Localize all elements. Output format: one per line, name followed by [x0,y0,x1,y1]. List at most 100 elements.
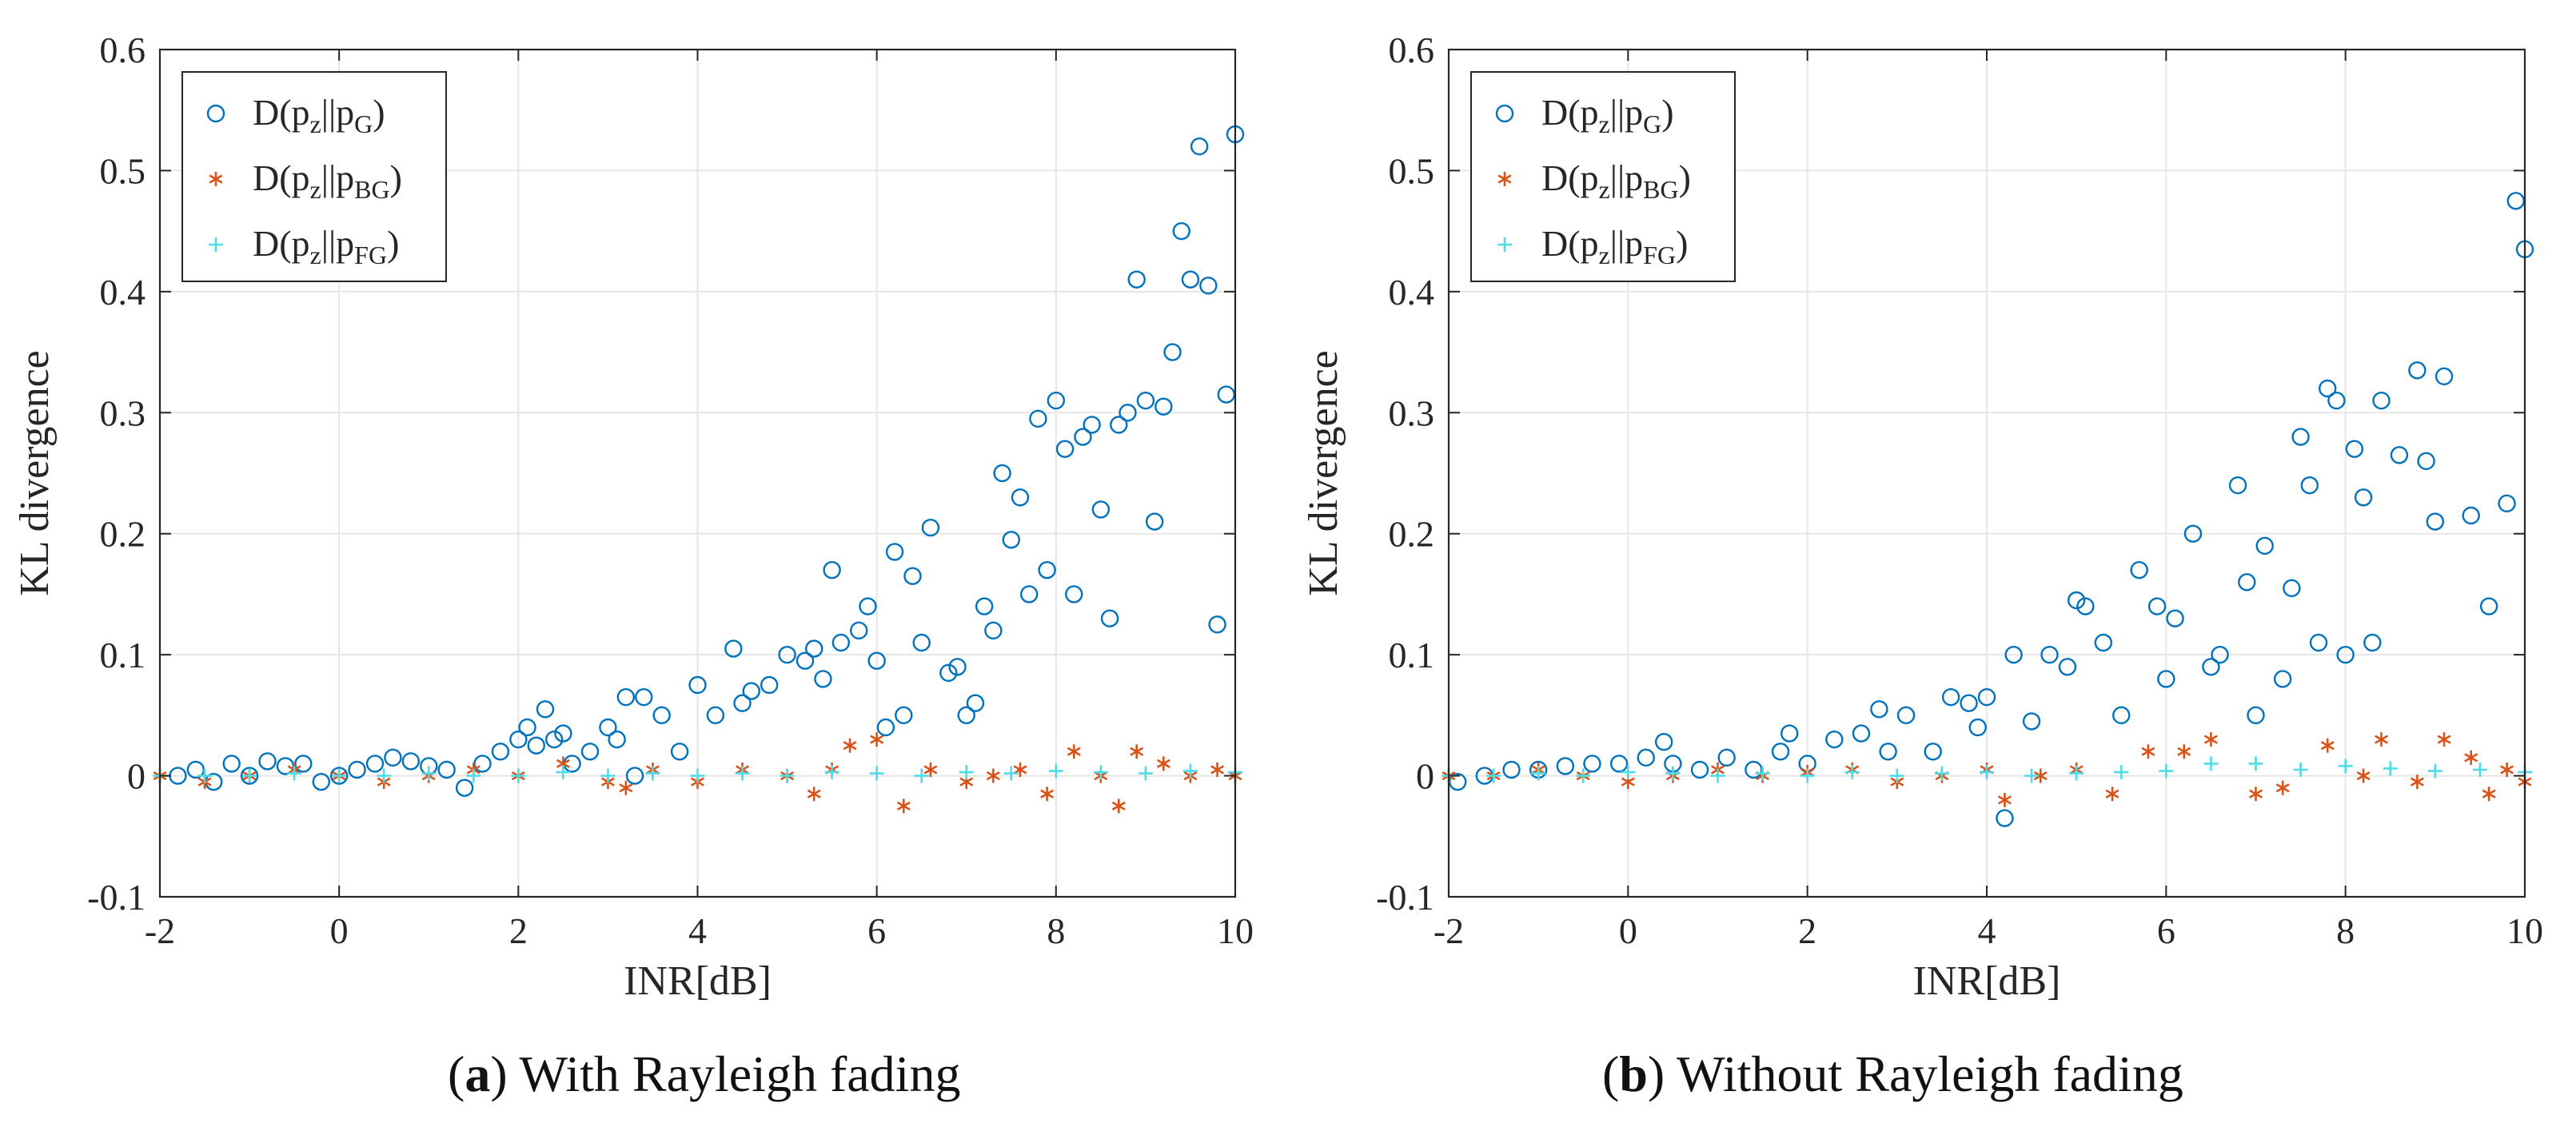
data-point-g [921,518,940,537]
data-point-g [1127,270,1146,289]
data-point-bg [807,787,821,802]
caption-text-b: Without Rayleigh fading [1677,1045,2183,1102]
data-point-g [1870,700,1888,719]
legend-text-part: G [354,110,373,138]
x-tick-label: 4 [1978,910,1996,951]
data-point-fg [1486,768,1501,783]
data-point-g [1825,730,1844,749]
asterisk-stroke [2482,789,2496,798]
data-point-g [966,694,985,712]
data-point-g [912,633,931,652]
data-point-g [670,743,689,761]
data-point-fg [421,766,437,781]
data-point-g [2147,597,2167,615]
data-point-g [1163,343,1182,361]
x-tick-label: -2 [1434,910,1464,951]
asterisk-stroke [843,741,857,751]
data-point-fg [2114,765,2129,780]
asterisk-stroke [2464,753,2478,763]
data-point-g [1065,585,1083,603]
y-tick-label: 0.2 [100,514,146,555]
data-point-g [2363,633,2382,652]
asterisk-stroke [2033,771,2048,781]
asterisk-stroke [2275,783,2290,793]
y-tick-label: 0.1 [1389,635,1435,675]
data-point-fg [1980,765,1994,780]
y-tick-label: 0.5 [1389,150,1435,191]
data-point-fg [2427,763,2442,779]
y-tick-label: 0.4 [1389,272,1435,313]
caption-paren-close: ) [490,1045,519,1102]
x-tick-label: 0 [330,910,349,951]
data-point-g [509,730,528,749]
caption-paren-close: ) [1648,1045,1677,1102]
data-point-g [778,645,796,664]
legend-text-part: D(p [253,157,310,198]
legend-entry-2: D(pz||pBG) [253,157,402,204]
legend-text-part: ) [387,223,399,264]
data-point-bg [2105,787,2119,802]
asterisk-stroke [986,771,1000,781]
data-point-bg [1040,787,1055,802]
legend-text-part: ||p [1610,92,1643,133]
data-point-bg [2275,780,2290,795]
data-point-g [1011,488,1030,507]
data-point-fg [511,768,526,783]
data-point-g [2417,452,2435,471]
y-tick-label: 0.4 [100,272,146,313]
data-point-bg [2320,738,2335,753]
asterisk-stroke [2437,735,2451,744]
data-point-g [222,755,241,773]
asterisk-stroke [2105,789,2119,798]
data-point-g [1941,687,1960,707]
data-point-fg [197,768,213,783]
data-point-g [2076,597,2095,615]
data-point-bg [1156,756,1170,771]
data-point-g [1771,743,1790,761]
data-point-g [1091,500,1111,519]
legend-box [1470,71,1736,282]
legend-text-part: ||p [321,157,354,198]
x-tick-label: 2 [509,910,528,951]
data-point-g [1977,687,1996,707]
data-point-g [2309,633,2328,652]
data-point-fg [377,768,392,783]
legend-text-part: D(p [1541,157,1599,198]
legend-marker-circle [206,104,225,123]
data-point-g [1502,760,1521,779]
data-point-g [329,767,349,785]
x-tick-label: 8 [2336,910,2355,951]
x-tick-label: 6 [2157,910,2175,951]
data-point-g [2112,706,2131,725]
data-point-bg [2177,744,2191,759]
y-tick-label: 0 [1416,756,1434,797]
data-point-g [733,694,752,712]
data-point-fg [2069,766,2084,781]
legend-text-part: z [310,110,321,138]
legend-text-part: FG [1643,241,1676,269]
data-point-g [348,760,366,779]
data-point-g [1145,512,1164,531]
data-point-g [580,743,600,761]
data-point-bg [1013,763,1027,777]
data-point-g [652,706,671,725]
data-point-g [742,682,760,700]
data-point-g [455,779,474,797]
y-tick-label: 0.3 [1389,392,1435,433]
data-point-fg [690,768,705,783]
data-point-g [1020,585,1039,603]
data-point-fg [824,765,839,780]
data-point-bg [1130,744,1144,759]
data-point-g [957,706,975,725]
data-point-g [2157,670,2175,688]
panel-b: -2 0 2 4 6 8 10 -0.1 0 0.1 0.2 0.3 0.4 0.5 0.6 INR[dB] K… [1301,30,2543,1004]
legend-text-part: z [1599,175,1610,204]
data-point-g [1199,277,1218,295]
data-point-g [1556,757,1575,775]
legend-entry-1: D(pz||pG) [253,92,385,138]
y-tick-label: 0.2 [1389,514,1435,555]
data-point-g [1002,531,1020,549]
data-point-g [895,706,913,725]
data-point-g [1100,609,1119,627]
legend-text-part: D(p [253,223,310,264]
